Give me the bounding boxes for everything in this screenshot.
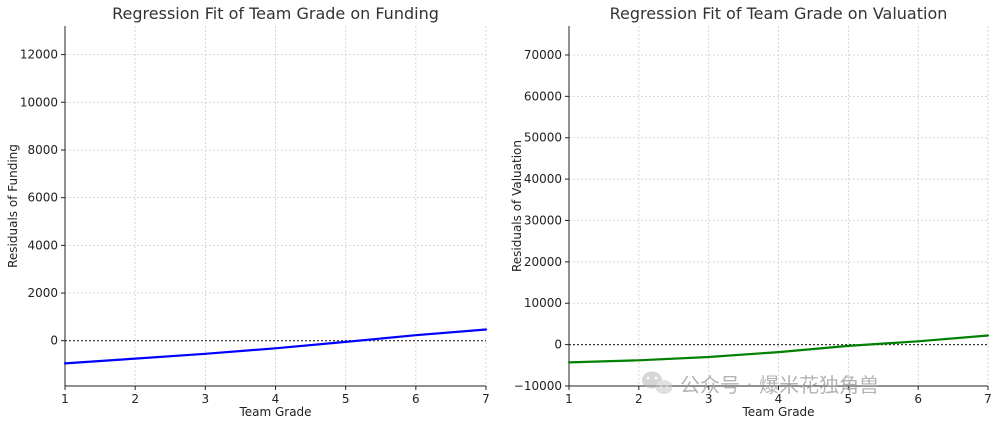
x-tick-label: 5 [342, 392, 350, 406]
y-tick-label: 0 [554, 338, 562, 352]
watermark: 公众号 · 爆米花独角兽 [642, 371, 879, 397]
chart-title: Regression Fit of Team Grade on Valuatio… [610, 4, 948, 23]
y-axis-label: Residuals of Funding [6, 144, 20, 268]
x-tick-label: 6 [914, 392, 922, 406]
x-tick-label: 4 [272, 392, 280, 406]
y-tick-label: 2000 [27, 286, 58, 300]
y-tick-label: 6000 [27, 191, 58, 205]
x-tick-label: 1 [565, 392, 573, 406]
y-tick-label: 8000 [27, 143, 58, 157]
x-tick-label: 1 [61, 392, 69, 406]
grid [568, 26, 989, 387]
x-tick-label: 6 [412, 392, 420, 406]
watermark-text: 公众号 · 爆米花独角兽 [680, 373, 879, 397]
y-tick-label: −10000 [514, 379, 562, 393]
y-axis-label: Residuals of Valuation [510, 140, 524, 272]
y-tick-label: 10000 [20, 95, 58, 109]
grid [64, 26, 487, 386]
x-tick-label: 3 [705, 392, 713, 406]
x-axis-label: Team Grade [238, 405, 311, 419]
x-tick-label: 7 [482, 392, 490, 406]
x-tick-label: 7 [984, 392, 992, 406]
funding-chart: 1 2 3 4 5 6 7 0 2000 4000 6000 8000 10000 12000 Regres… [6, 4, 490, 419]
x-tick-label: 3 [202, 392, 210, 406]
x-tick-label: 2 [131, 392, 139, 406]
y-tick-label: 60000 [524, 89, 562, 103]
y-tick-label: 40000 [524, 172, 562, 186]
series-line [63, 328, 488, 365]
chart-title: Regression Fit of Team Grade on Funding [112, 4, 439, 23]
y-tick-label: 12000 [20, 48, 58, 62]
y-tick-label: 50000 [524, 131, 562, 145]
y-tick-label: 10000 [524, 296, 562, 310]
x-tick-label: 4 [775, 392, 783, 406]
series-line [567, 334, 990, 364]
y-tick-label: 70000 [524, 48, 562, 62]
wechat-icon [642, 371, 673, 394]
y-tick-label: 0 [50, 334, 58, 348]
valuation-chart: 1 2 3 4 5 6 7 −10000 0 10000 20000 30000 40000 50000 6… [510, 4, 992, 419]
y-tick-label: 30000 [524, 213, 562, 227]
y-tick-label: 4000 [27, 238, 58, 252]
x-tick-label: 2 [635, 392, 643, 406]
x-tick-label: 5 [845, 392, 853, 406]
y-tick-label: 20000 [524, 255, 562, 269]
x-axis-label: Team Grade [741, 405, 814, 419]
